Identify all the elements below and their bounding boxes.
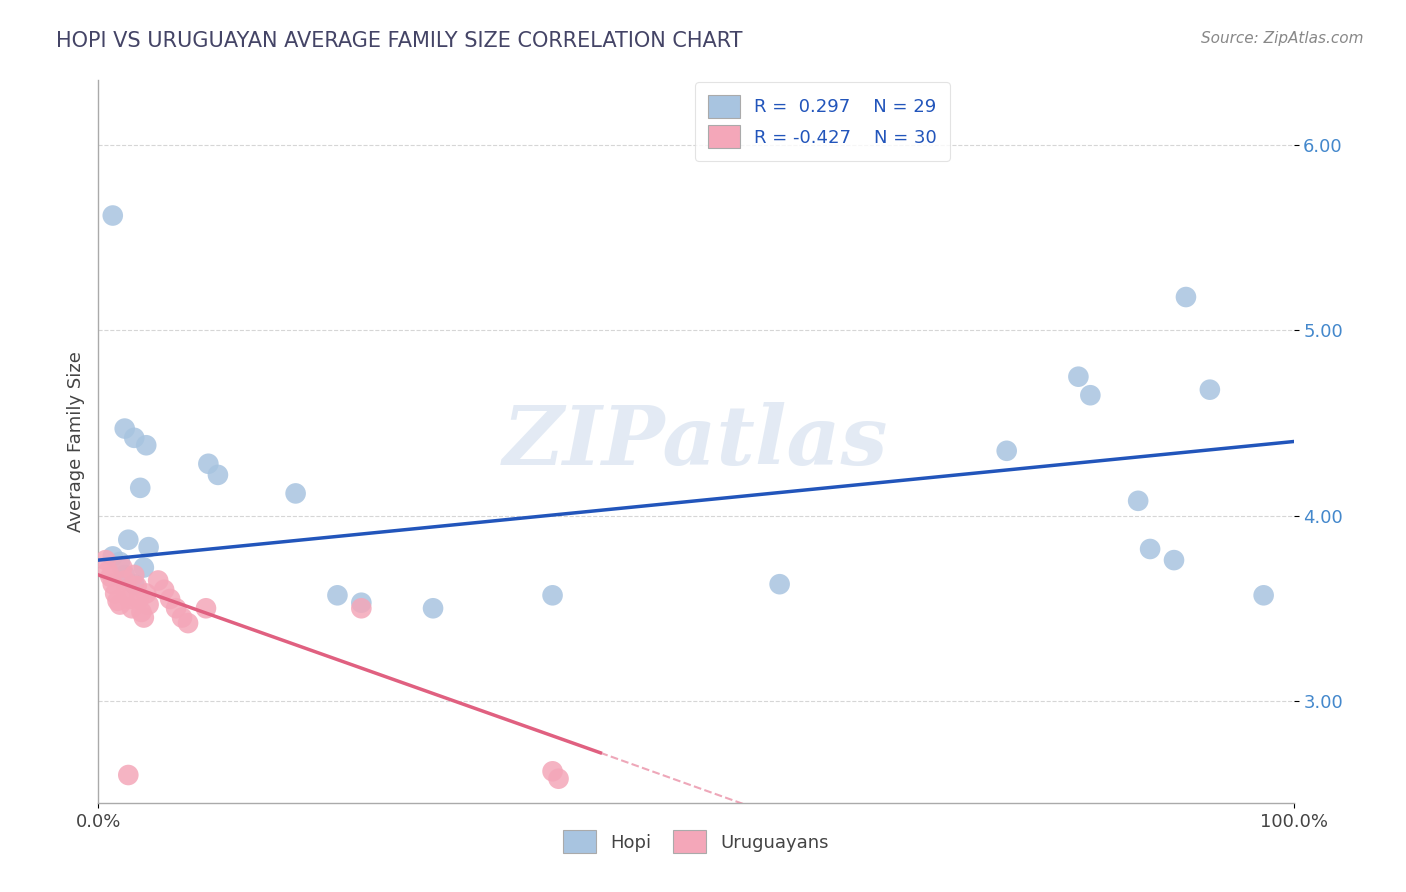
Point (132, 610, 155, 624)
Point (135, 586, 157, 600)
Point (117, 768, 139, 782)
Point (114, 574, 136, 588)
Point (768, 577, 790, 591)
Point (107, 594, 129, 608)
Point (118, 592, 141, 607)
Point (172, 610, 194, 624)
Text: ZIPatlas: ZIPatlas (503, 401, 889, 482)
Point (98, 570, 122, 584)
Point (350, 601, 373, 615)
Point (101, 577, 124, 591)
Point (197, 457, 219, 471)
Point (101, 209, 124, 223)
Point (114, 568, 136, 582)
Point (129, 481, 152, 495)
Point (195, 601, 218, 615)
Point (108, 598, 131, 612)
Point (135, 438, 157, 452)
Point (111, 560, 134, 574)
Text: HOPI VS URUGUAYAN AVERAGE FAMILY SIZE CORRELATION CHART: HOPI VS URUGUAYAN AVERAGE FAMILY SIZE CO… (56, 31, 742, 51)
Point (1067, 369, 1090, 384)
Point (284, 486, 307, 500)
Point (1128, 493, 1150, 508)
Point (132, 560, 155, 574)
Y-axis label: Average Family Size: Average Family Size (66, 351, 84, 532)
Point (995, 443, 1018, 458)
Point (124, 577, 146, 591)
Point (1199, 383, 1222, 397)
Point (138, 598, 160, 612)
Point (104, 586, 127, 600)
Point (1175, 290, 1198, 304)
Point (177, 616, 200, 631)
Point (138, 540, 160, 554)
Point (124, 568, 146, 582)
Point (159, 592, 181, 607)
Point (121, 601, 143, 615)
Point (165, 601, 187, 615)
Legend: Hopi, Uruguayans: Hopi, Uruguayans (554, 822, 838, 863)
Point (94, 553, 117, 567)
Point (541, 588, 564, 602)
Point (1080, 388, 1102, 402)
Point (422, 601, 444, 615)
Point (115, 582, 138, 597)
Point (101, 549, 124, 564)
Point (1139, 541, 1161, 556)
Point (350, 596, 373, 610)
Point (108, 555, 131, 569)
Point (124, 431, 146, 445)
Point (114, 421, 136, 435)
Point (1253, 588, 1275, 602)
Point (97, 564, 120, 578)
Point (541, 764, 564, 779)
Point (148, 574, 170, 588)
Point (128, 592, 150, 607)
Point (131, 605, 153, 619)
Point (1163, 553, 1185, 567)
Point (125, 579, 148, 593)
Text: Source: ZipAtlas.com: Source: ZipAtlas.com (1201, 31, 1364, 46)
Point (547, 772, 569, 786)
Point (153, 582, 176, 597)
Point (326, 588, 349, 602)
Point (117, 533, 139, 547)
Point (207, 467, 229, 482)
